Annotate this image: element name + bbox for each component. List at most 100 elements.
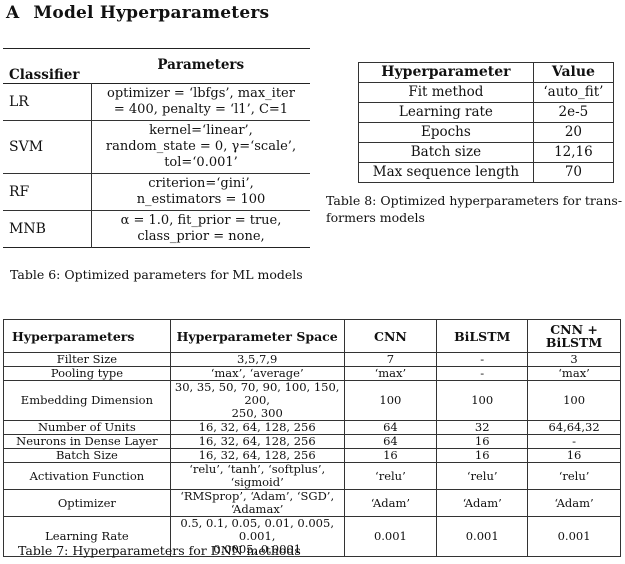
table-caption: Table 8: Optimized hyperparameters for t…	[326, 192, 625, 226]
value-cell: 12,16	[532, 142, 615, 163]
cnn-value-cell: ‘max’	[343, 366, 438, 381]
table-row: SVM kernel=‘linear’, random_state = 0, γ=…	[3, 120, 310, 174]
parameter-line: = 400, penalty = ‘l1’, C=1	[113, 102, 289, 117]
cnn-value-cell: ‘Adam’	[343, 489, 438, 517]
table-row: Neurons in Dense Layer 16, 32, 64, 128, …	[3, 434, 621, 449]
table-header-row: Hyperparameter Value	[358, 62, 615, 83]
table-row: RF criterion=‘gini’, n_estimators = 100	[3, 173, 310, 211]
parameter-line: criterion=‘gini’,	[148, 176, 254, 191]
table-row: Epochs 20	[358, 122, 615, 143]
cnn-bilstm-value-cell: 3	[527, 352, 621, 367]
space-line: 16, 32, 64, 128, 256	[198, 434, 316, 448]
space-line: ‘Adamax’	[230, 502, 284, 516]
table-row: LR optimizer = ‘lbfgs’, max_iter = 400, p…	[3, 83, 310, 121]
parameter-line: kernel=‘linear’,	[149, 123, 253, 138]
table-row: Learning Rate 0.5, 0.1, 0.05, 0.01, 0.00…	[3, 516, 621, 557]
parameter-line: optimizer = ‘lbfgs’, max_iter	[107, 86, 295, 101]
caption-line: formers models	[326, 210, 425, 225]
value-cell: 20	[532, 122, 615, 143]
hyperparameter-name-cell: Batch Size	[3, 448, 171, 463]
space-line: ‘max’, ‘average’	[210, 366, 304, 380]
table-caption: Table 6: Optimized parameters for ML mod…	[10, 267, 303, 282]
classifier-cell: SVM	[9, 139, 44, 155]
cnn-bilstm-value-cell: ‘relu’	[527, 462, 621, 490]
hyperparameter-space-cell: ‘relu’, ‘tanh’, ‘softplus’, ‘sigmoid’	[169, 462, 345, 490]
header-bilstm: BiLSTM	[436, 319, 529, 353]
cnn-value-cell: 16	[343, 448, 438, 463]
hyperparameter-name-cell: Learning Rate	[3, 516, 171, 557]
hyperparameter-space-cell: 16, 32, 64, 128, 256	[169, 420, 345, 435]
hyperparameter-space-cell: 0.5, 0.1, 0.05, 0.01, 0.005, 0.001, 0.000…	[169, 516, 345, 557]
header-classifier: Classifier	[9, 67, 80, 83]
cnn-bilstm-value-cell: 0.001	[527, 516, 621, 557]
hyperparameter-name-cell: Activation Function	[3, 462, 171, 490]
bilstm-value-cell: ‘relu’	[436, 462, 529, 490]
table-transformer-hyperparameters: Hyperparameter Value Fit method ‘auto_fit…	[358, 62, 615, 183]
hyperparameter-name-cell: Filter Size	[3, 352, 171, 367]
section-letter: A	[6, 3, 20, 23]
table-header-row: Classifier Parameters	[3, 48, 310, 84]
hyperparameter-cell: Fit method	[358, 82, 534, 103]
hyperparameter-name-cell: Optimizer	[3, 489, 171, 517]
parameter-line: tol=‘0.001’	[164, 155, 238, 170]
header-hyperparameter: Hyperparameter	[358, 62, 534, 83]
hyperparameter-space-cell: 3,5,7,9	[169, 352, 345, 367]
table-dnn-hyperparameters: Hyperparameters Hyperparameter Space CNN…	[3, 319, 621, 557]
parameters-cell: kernel=‘linear’, random_state = 0, γ=‘sca…	[90, 120, 310, 174]
classifier-cell: RF	[9, 184, 30, 200]
classifier-cell: LR	[9, 94, 29, 110]
value-cell: ‘auto_fit’	[532, 82, 615, 103]
table-row: MNB α = 1.0, fit_prior = true, class_prio…	[3, 210, 310, 248]
cnn-bilstm-value-cell: 100	[527, 380, 621, 421]
value-cell: 70	[532, 162, 615, 183]
hyperparameter-space-cell: 30, 35, 50, 70, 90, 100, 150, 200, 250, 3…	[169, 380, 345, 421]
bilstm-value-cell: -	[436, 352, 529, 367]
table-row: Batch Size 16, 32, 64, 128, 256 16 16 16	[3, 448, 621, 463]
hyperparameter-cell: Max sequence length	[358, 162, 534, 183]
cnn-bilstm-value-cell: 16	[527, 448, 621, 463]
parameters-cell: criterion=‘gini’, n_estimators = 100	[90, 173, 310, 211]
bilstm-value-cell: 16	[436, 448, 529, 463]
space-line: ‘relu’, ‘tanh’, ‘softplus’,	[189, 462, 326, 476]
bilstm-value-cell: 100	[436, 380, 529, 421]
table-caption: Table 7: Hyperparameters for DNN methods	[18, 543, 301, 558]
header-hyperparameters: Hyperparameters	[3, 319, 171, 353]
table-row: Optimizer ‘RMSprop’, ‘Adam’, ‘SGD’, ‘Adam…	[3, 489, 621, 517]
header-hyperparameter-space: Hyperparameter Space	[169, 319, 345, 353]
hyperparameter-space-cell: ‘RMSprop’, ‘Adam’, ‘SGD’, ‘Adamax’	[169, 489, 345, 517]
table-row: Embedding Dimension 30, 35, 50, 70, 90, …	[3, 380, 621, 421]
hyperparameter-name-cell: Embedding Dimension	[3, 380, 171, 421]
space-line: 0.0005, 0.0001	[213, 542, 302, 556]
header-cnn-bilstm: CNN + BiLSTM	[527, 319, 621, 353]
hyperparameter-space-cell: 16, 32, 64, 128, 256	[169, 434, 345, 449]
space-line: 0.5, 0.1, 0.05, 0.01, 0.005, 0.001,	[180, 516, 334, 543]
cnn-value-cell: 64	[343, 434, 438, 449]
cnn-bilstm-value-cell: 64,64,32	[527, 420, 621, 435]
hyperparameter-space-cell: ‘max’, ‘average’	[169, 366, 345, 381]
value-cell: 2e-5	[532, 102, 615, 123]
cnn-value-cell: ‘relu’	[343, 462, 438, 490]
table-header-row: Hyperparameters Hyperparameter Space CNN…	[3, 319, 621, 353]
hyperparameter-name-cell: Neurons in Dense Layer	[3, 434, 171, 449]
table-row: Activation Function ‘relu’, ‘tanh’, ‘sof…	[3, 462, 621, 490]
space-line: ‘sigmoid’	[230, 475, 284, 489]
table-row: Pooling type ‘max’, ‘average’ ‘max’ - ‘m…	[3, 366, 621, 381]
bilstm-value-cell: ‘Adam’	[436, 489, 529, 517]
parameter-line: α = 1.0, fit_prior = true,	[120, 213, 282, 228]
table-row: Number of Units 16, 32, 64, 128, 256 64 …	[3, 420, 621, 435]
table-ml-parameters: Classifier Parameters LR optimizer = ‘lb…	[3, 48, 310, 248]
parameters-cell: optimizer = ‘lbfgs’, max_iter = 400, pena…	[90, 83, 310, 121]
hyperparameter-space-cell: 16, 32, 64, 128, 256	[169, 448, 345, 463]
space-line: 16, 32, 64, 128, 256	[198, 448, 316, 462]
bilstm-value-cell: 0.001	[436, 516, 529, 557]
space-line: 3,5,7,9	[237, 352, 278, 366]
caption-line: Table 8: Optimized hyperparameters for t…	[326, 193, 623, 208]
cnn-value-cell: 7	[343, 352, 438, 367]
cnn-value-cell: 64	[343, 420, 438, 435]
section-title: Model Hyperparameters	[33, 3, 270, 23]
table-row: Learning rate 2e-5	[358, 102, 615, 123]
cnn-value-cell: 0.001	[343, 516, 438, 557]
hyperparameter-name-cell: Pooling type	[3, 366, 171, 381]
bilstm-value-cell: -	[436, 366, 529, 381]
space-line: 250, 300	[231, 406, 283, 420]
